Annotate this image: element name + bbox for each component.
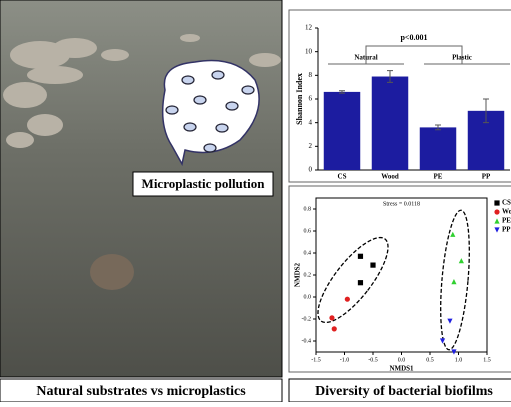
x-tick-label: PE [434, 173, 443, 181]
y-tick-label: 6 [309, 95, 313, 103]
y-tick-label: 0.6 [304, 228, 312, 234]
bar [324, 92, 360, 170]
x-tick-label: -1.5 [311, 357, 321, 363]
y-tick-label: -0.2 [302, 316, 312, 322]
x-tick-label: 0.5 [426, 357, 434, 363]
legend-label: Wood [502, 208, 511, 216]
y-tick-label: 10 [305, 47, 313, 55]
page: {"photo": {"label": "Microplastic pollut… [0, 0, 511, 402]
legend-marker [494, 209, 499, 214]
point [370, 263, 375, 268]
figure: Microplastic pollution Natural substrate… [0, 0, 511, 402]
y-tick-label: 8 [309, 71, 313, 79]
x-axis-label: NMDS1 [389, 365, 414, 373]
y-tick-label: 2 [309, 142, 313, 150]
y-tick-label: -0.4 [302, 338, 312, 344]
x-tick-label: -0.5 [368, 357, 378, 363]
annotation: p<0.001 [400, 33, 427, 42]
y-tick-label: 12 [305, 24, 313, 32]
point [345, 297, 350, 302]
point [358, 280, 363, 285]
bar [420, 127, 456, 170]
point [329, 315, 334, 320]
caption: Natural substrates vs microplastics [36, 384, 246, 399]
y-tick-label: 0.4 [304, 250, 312, 256]
legend-marker [494, 200, 499, 205]
x-tick-label: -1.0 [340, 357, 350, 363]
legend-label: CS [502, 199, 511, 207]
scatter-panel [289, 186, 511, 372]
point [332, 326, 337, 331]
x-tick-label: 1.0 [455, 357, 463, 363]
y-axis-label: NMDS2 [294, 262, 302, 287]
x-tick-label: 0.0 [398, 357, 406, 363]
annotation: Stress = 0.0118 [383, 201, 420, 207]
y-axis-label: Shannon Index [295, 73, 304, 125]
x-tick-label: Wood [381, 173, 399, 181]
x-tick-label: CS [338, 173, 347, 181]
y-tick-label: 0.0 [304, 294, 312, 300]
annotation: Plastic [452, 54, 472, 62]
caption: Diversity of bacterial biofilms [315, 384, 493, 399]
y-tick-label: 4 [309, 118, 313, 126]
y-tick-label: 0.8 [304, 206, 312, 212]
x-tick-label: 1.5 [483, 357, 491, 363]
legend-label: PE [502, 217, 511, 225]
photo-label: Microplastic pollution [142, 176, 266, 191]
y-tick-label: 0.2 [304, 272, 312, 278]
y-tick-label: 0 [309, 166, 313, 174]
point [358, 254, 363, 259]
x-tick-label: PP [482, 173, 491, 181]
legend-label: PP [502, 226, 511, 234]
annotation: Natural [354, 54, 377, 62]
bar [372, 77, 408, 170]
